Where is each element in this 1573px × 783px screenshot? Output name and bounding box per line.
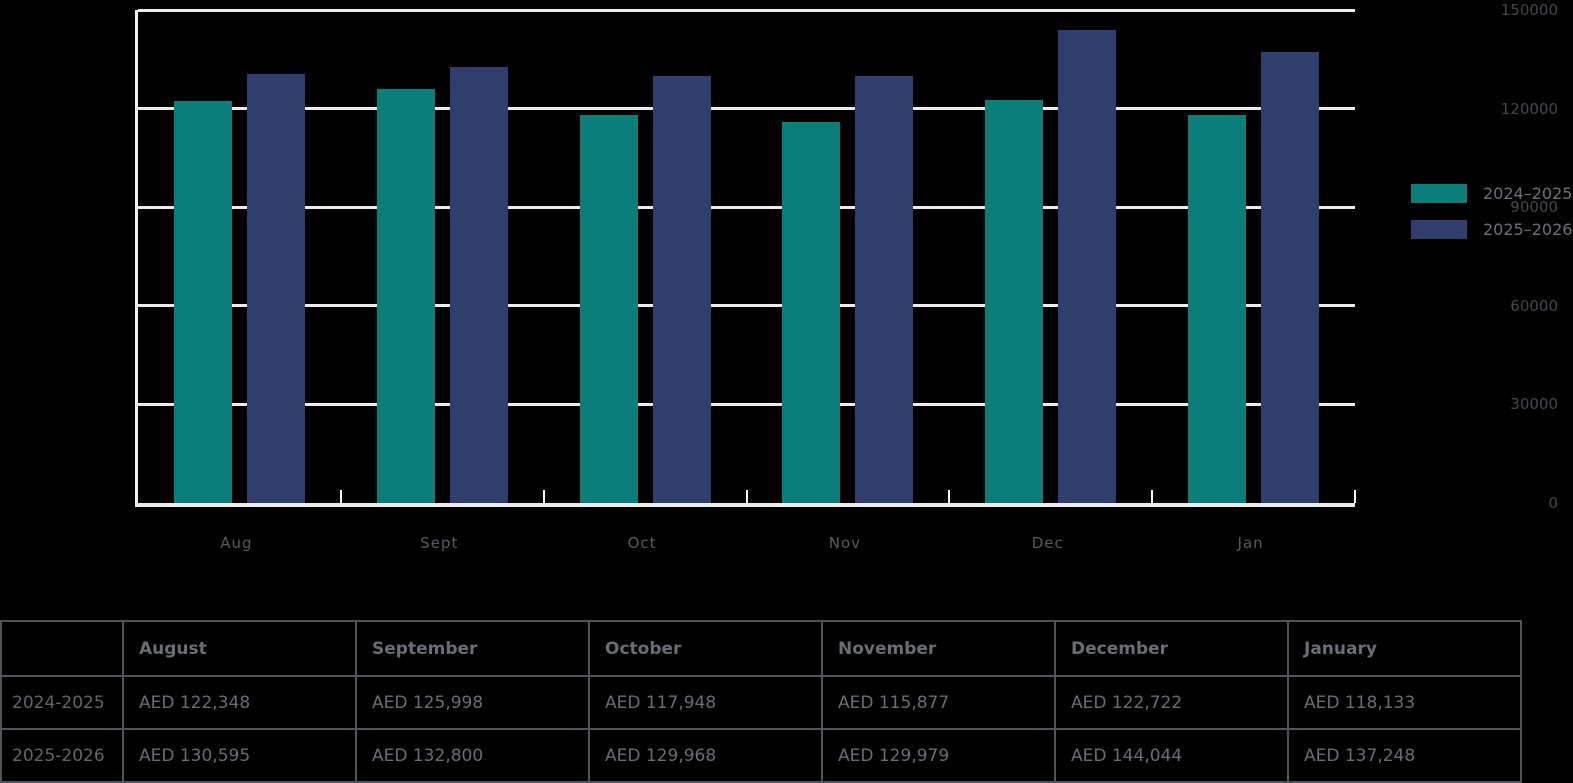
table-row-2024-2025: 2024-2025 AED 122,348 AED 125,998 AED 117,9… [0,675,1522,730]
value-cell-2025-2026-november: AED 129,979 [821,728,1056,783]
monthly-values-table: August September October November December Ja… [0,620,1522,783]
y-tick-label: 120000 [1500,99,1558,118]
legend-label: 2025–2026 [1483,220,1573,239]
gridline-60000 [138,304,1355,308]
value-cell-2024-2025-september: AED 125,998 [355,675,590,730]
value-cell-2024-2025-january: AED 118,133 [1287,675,1522,730]
axis-tick [1151,490,1154,503]
table-header-november: November [821,620,1056,677]
y-tick-label: 30000 [1510,395,1558,414]
axis-tick [1354,490,1356,503]
x-axis-line [135,503,1355,507]
table-header-december: December [1054,620,1289,677]
table-header-september: September [355,620,590,677]
row-label-2025-2026: 2025-2026 [0,728,124,783]
legend-item-2025-2026[interactable]: 2025–2026 [1411,220,1572,239]
axis-tick [339,490,342,503]
bar-2025-2026-oct [652,75,711,503]
value-cell-2024-2025-november: AED 115,877 [821,675,1056,730]
gridline-150000 [138,8,1355,12]
chart-legend: 2024–2025 2025–2026 [1411,184,1572,256]
value-cell-2024-2025-october: AED 117,948 [588,675,823,730]
table-header-october: October [588,620,823,677]
value-cell-2025-2026-january: AED 137,248 [1287,728,1522,783]
gridline-120000 [138,107,1355,111]
x-tick-label-sept: Sept [420,534,459,552]
y-tick-label: 90000 [1510,198,1558,217]
axis-tick [948,490,951,503]
x-tick-label-dec: Dec [1031,534,1064,552]
bar-2024-2025-nov [782,122,841,503]
bar-2025-2026-aug [246,73,305,503]
table-header-august: August [122,620,357,677]
value-cell-2025-2026-october: AED 129,968 [588,728,823,783]
value-cell-2025-2026-september: AED 132,800 [355,728,590,783]
plot-area [135,8,1356,507]
axis-tick [745,490,748,503]
legend-label: 2024–2025 [1483,184,1573,203]
x-tick-label-jan: Jan [1237,534,1264,552]
bar-2024-2025-oct [579,115,638,503]
bar-2025-2026-nov [855,75,914,503]
legend-swatch-2025-2026 [1411,220,1467,239]
y-tick-label: 60000 [1510,296,1558,315]
bar-2025-2026-sept [449,66,508,503]
value-cell-2025-2026-august: AED 130,595 [122,728,357,783]
table-corner-cell [0,620,124,677]
table-row-2025-2026: 2025-2026 AED 130,595 AED 132,800 AED 129,9… [0,728,1522,783]
bar-2025-2026-dec [1058,29,1117,503]
row-label-2024-2025: 2024-2025 [0,675,124,730]
legend-item-2024-2025[interactable]: 2024–2025 [1411,184,1572,203]
bar-2025-2026-jan [1261,51,1320,503]
x-tick-label-aug: Aug [220,534,253,552]
bar-2024-2025-jan [1188,114,1247,503]
legend-swatch-2024-2025 [1411,184,1467,203]
value-cell-2025-2026-december: AED 144,044 [1054,728,1289,783]
gridline-30000 [138,402,1355,406]
y-tick-label: 150000 [1500,1,1558,19]
value-cell-2024-2025-august: AED 122,348 [122,675,357,730]
value-cell-2024-2025-december: AED 122,722 [1054,675,1289,730]
bar-2024-2025-dec [985,99,1044,503]
axis-tick [542,490,545,503]
bar-2024-2025-aug [173,100,232,503]
x-tick-label-oct: Oct [627,534,657,552]
y-tick-label: 0 [1548,494,1558,512]
bar-2024-2025-sept [376,88,435,503]
x-tick-label-nov: Nov [828,534,862,552]
gridline-90000 [138,205,1355,209]
table-header-january: January [1287,620,1522,677]
table-header-row: August September October November December Ja… [0,620,1522,677]
